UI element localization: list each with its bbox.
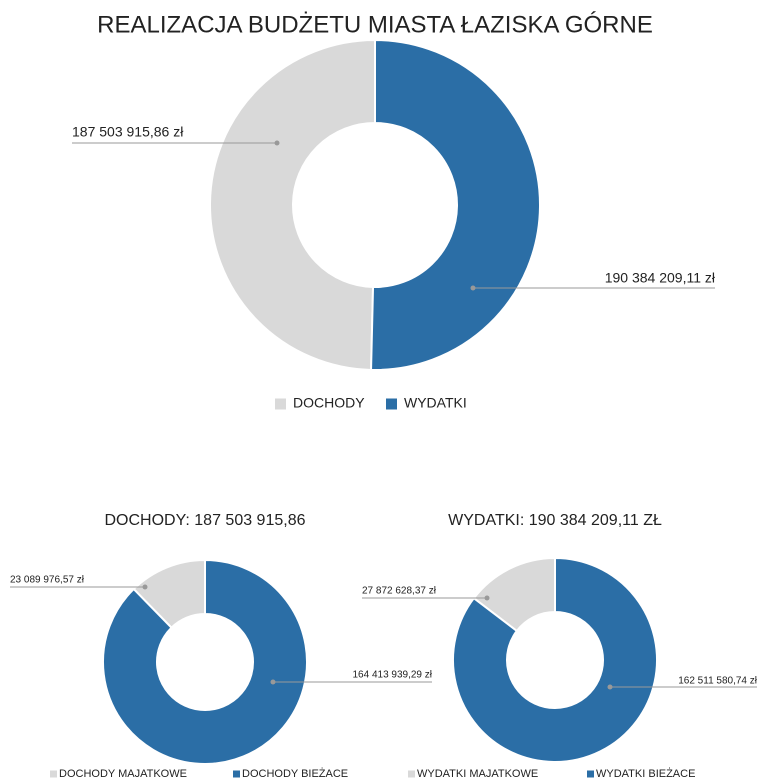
legend-label: WYDATKI BIEŻACE <box>596 767 695 780</box>
leader-dot <box>484 595 490 601</box>
legend-swatch <box>233 770 240 778</box>
data-label: 23 089 976,57 zł <box>10 575 85 586</box>
legend-label: WYDATKI MAJATKOWE <box>417 768 538 780</box>
data-label: 164 413 939,29 zł <box>352 670 432 681</box>
donut-slice <box>102 558 308 765</box>
leader-dot <box>470 285 476 291</box>
donut-slice <box>452 556 658 763</box>
legend-swatch <box>587 770 594 778</box>
data-label: 162 511 580,74 zł <box>678 676 758 687</box>
leader-dot <box>142 584 148 590</box>
leader-dot <box>274 140 280 146</box>
data-label: 187 503 915,86 zł <box>72 124 184 140</box>
donut-slice <box>370 38 541 371</box>
legend-swatch <box>50 770 57 778</box>
chart-title: WYDATKI: 190 384 209,11 ZŁ <box>448 512 662 529</box>
legend-label: WYDATKI <box>404 395 467 411</box>
legend-swatch <box>408 770 415 778</box>
legend-label: DOCHODY MAJATKOWE <box>59 768 187 780</box>
chart-title: DOCHODY: 187 503 915,86 <box>104 512 305 529</box>
leader-dot <box>270 679 276 685</box>
donut-slice <box>209 38 376 371</box>
leader-dot <box>607 684 613 690</box>
legend-swatch <box>275 398 286 410</box>
legend-label: DOCHODY BIEŻACE <box>242 767 348 780</box>
data-label: 27 872 628,37 zł <box>362 586 437 597</box>
legend-label: DOCHODY <box>293 395 365 411</box>
chart-title: REALIZACJA BUDŻETU MIASTA ŁAZISKA GÓRNE <box>97 11 653 38</box>
legend-swatch <box>386 398 397 410</box>
data-label: 190 384 209,11 zł <box>605 270 716 286</box>
